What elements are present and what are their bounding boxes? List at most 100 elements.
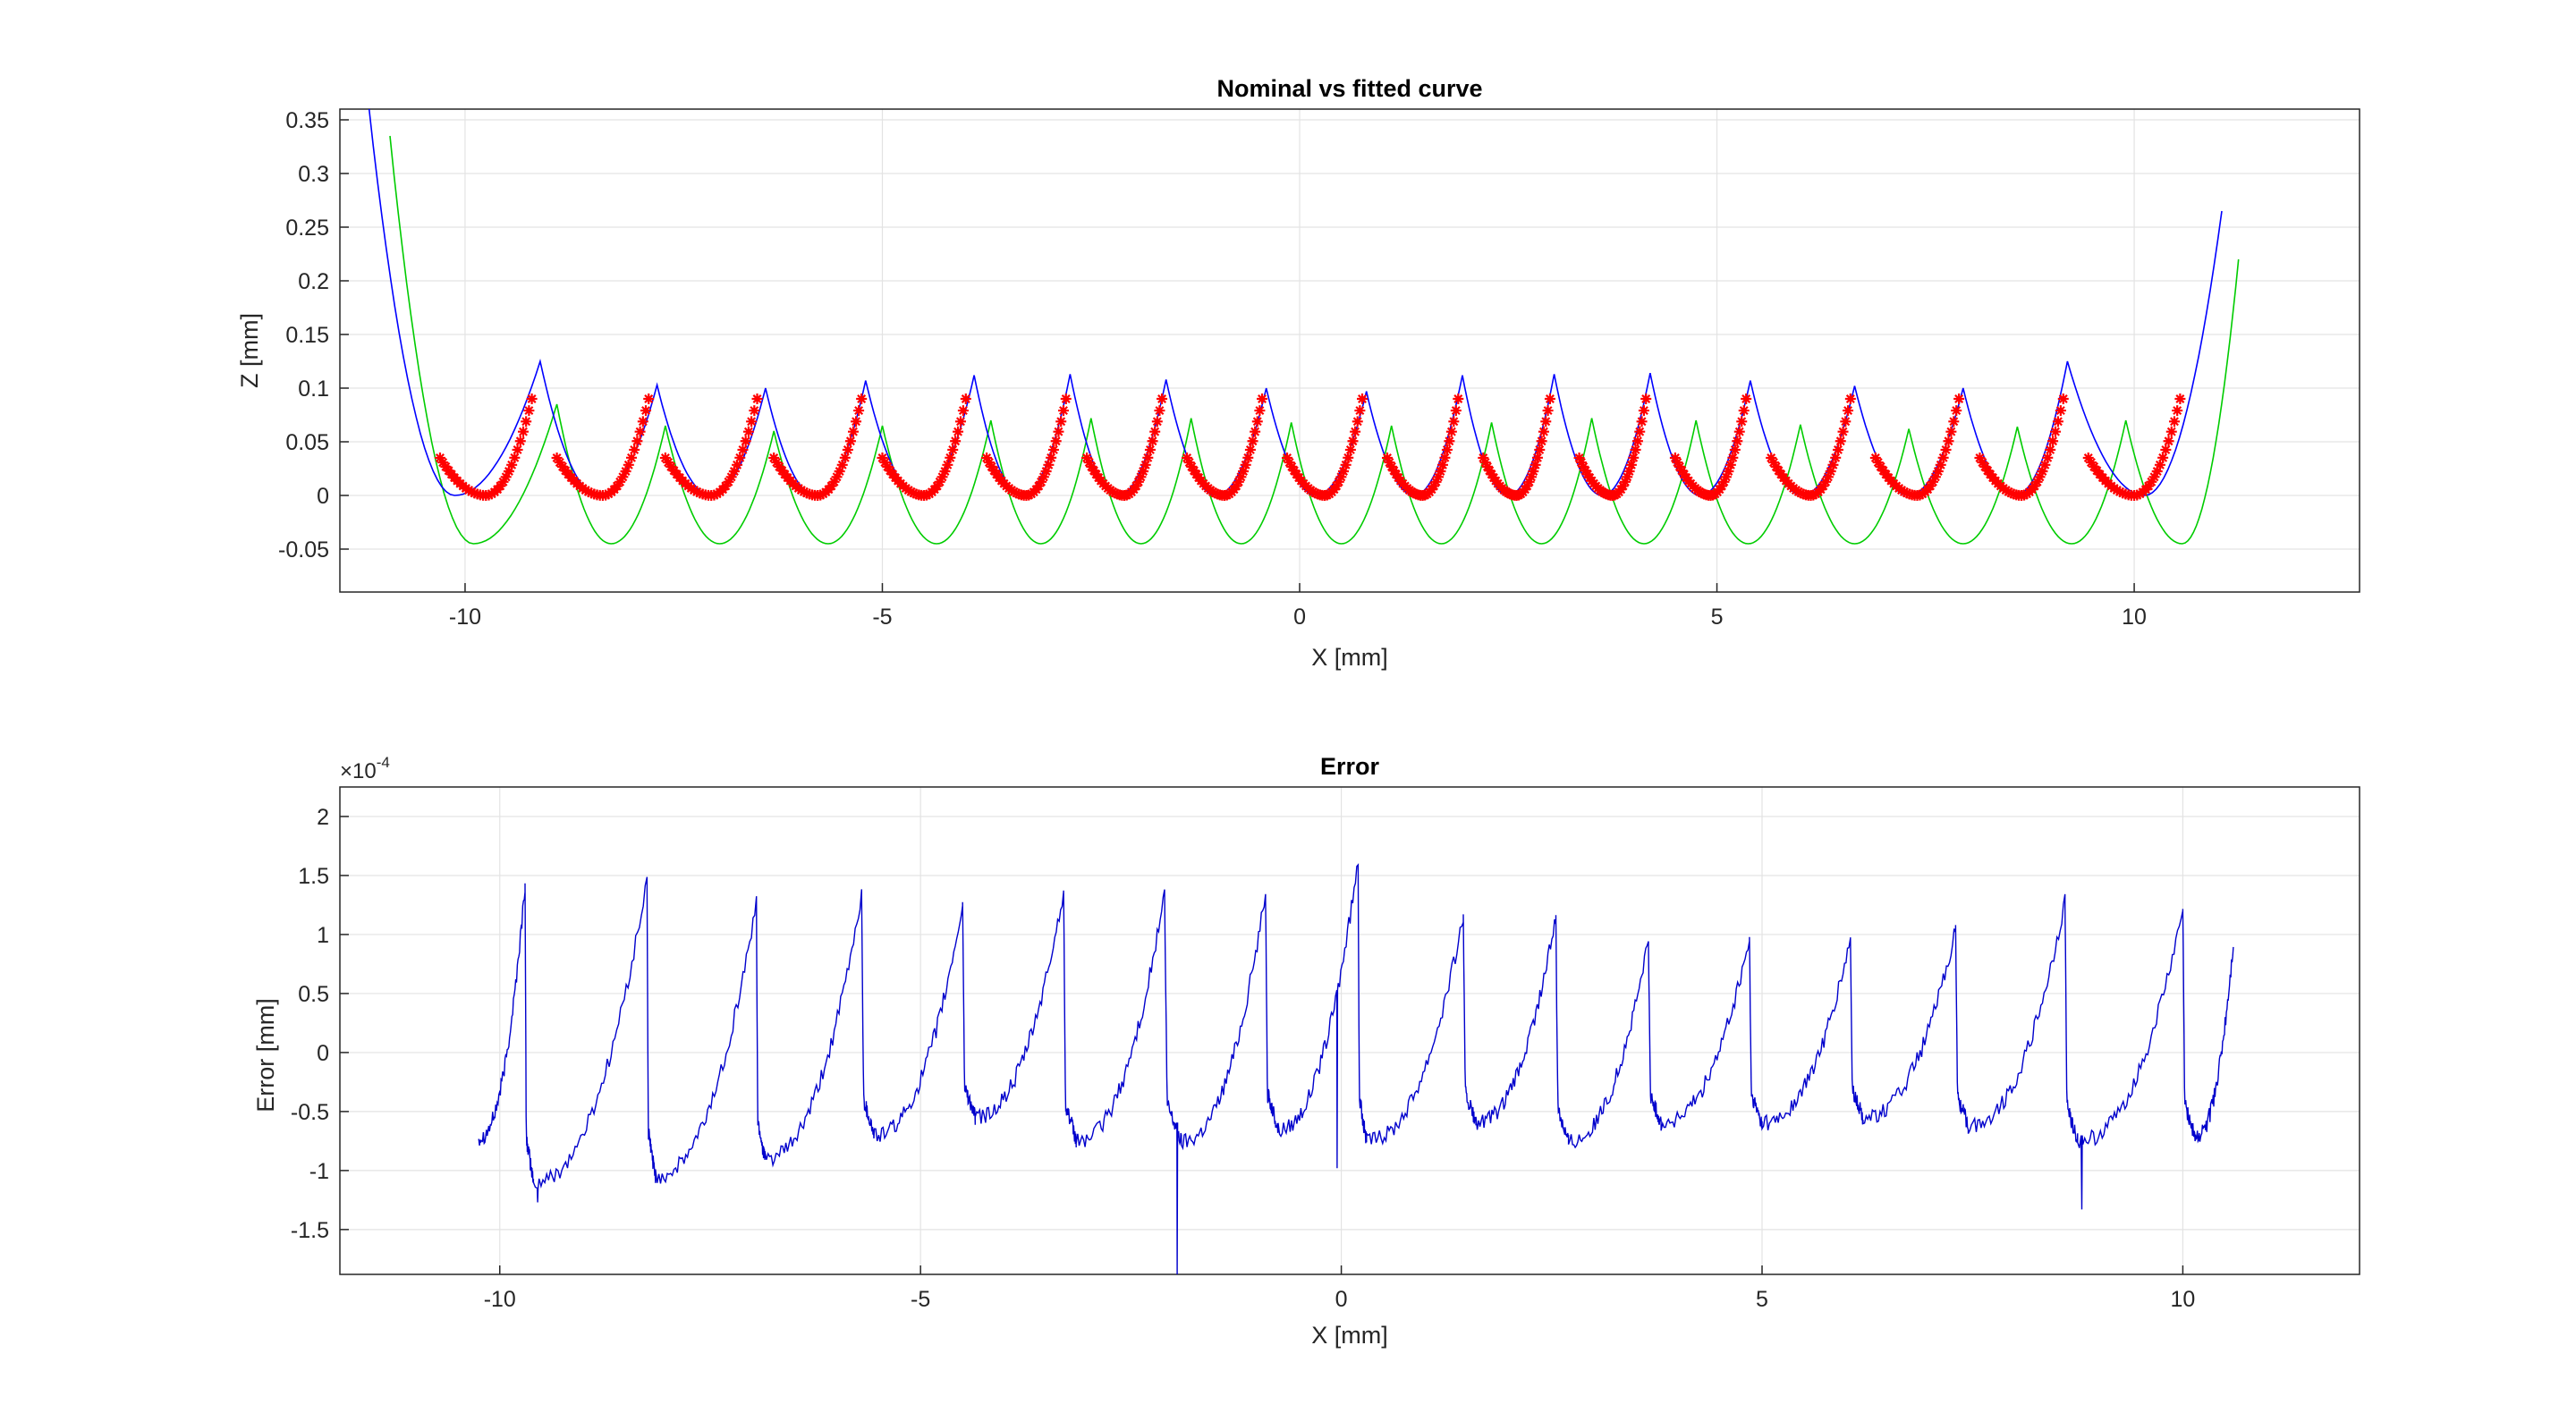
measured-point [1135, 471, 1147, 483]
measured-point [1432, 471, 1444, 483]
measured-point [1872, 457, 1884, 469]
measured-point-segment [1573, 393, 1652, 501]
measured-point [1727, 452, 1739, 463]
measured-point [1573, 453, 1585, 463]
measured-point [828, 476, 840, 487]
bottom-plot-area [478, 863, 2234, 1275]
measured-point [1937, 452, 1949, 463]
measured-point [1736, 416, 1748, 427]
measured-point [1060, 393, 1072, 404]
measured-point [957, 405, 969, 417]
measured-point [1251, 416, 1263, 427]
measured-point [1738, 405, 1750, 417]
measured-point [1628, 452, 1640, 463]
measured-point [1186, 461, 1198, 472]
measured-point [734, 452, 746, 463]
measured-point [1343, 452, 1354, 463]
measured-point [1674, 461, 1685, 472]
measured-point [1575, 457, 1587, 469]
bottom-y-tick-label: 1.5 [298, 864, 329, 889]
measured-point [815, 489, 826, 501]
measured-point [1636, 416, 1648, 427]
measured-point [2034, 471, 2046, 483]
measured-point [936, 471, 948, 483]
measured-point [2052, 416, 2063, 427]
measured-point-segment [1974, 393, 2069, 501]
measured-point [694, 487, 706, 499]
measured-point [1818, 480, 1829, 492]
measured-point [629, 444, 640, 455]
measured-point [1033, 480, 1045, 492]
top-y-tick-label: 0.05 [285, 430, 329, 455]
measured-point [942, 459, 953, 470]
measured-point [851, 416, 862, 427]
measured-point [1631, 436, 1643, 447]
top-y-tick-label: -0.05 [278, 537, 329, 563]
measured-point [1925, 480, 1936, 492]
measured-point [1530, 459, 1541, 470]
measured-point-segment [877, 393, 971, 501]
measured-point [514, 436, 526, 447]
measured-point [950, 436, 962, 447]
measured-point [1619, 476, 1631, 487]
measured-point [1536, 436, 1547, 447]
bottom-y-tick-label: 0 [317, 1041, 329, 1066]
measured-point [1481, 461, 1493, 472]
measured-point [2172, 405, 2183, 417]
measured-point [1357, 393, 1368, 404]
measured-point [1286, 461, 1298, 472]
bottom-y-tick-label: -1.5 [291, 1218, 329, 1243]
measured-point [1767, 457, 1779, 469]
measured-point [2114, 486, 2126, 497]
measured-point [2157, 452, 2169, 463]
measured-point [1340, 459, 1352, 470]
measured-point [1244, 444, 1256, 455]
measured-point [1672, 457, 1683, 469]
measured-point [908, 487, 919, 499]
bottom-y-tick-label: 0.5 [298, 982, 329, 1007]
measured-point [921, 489, 933, 501]
top-axes: -10 -5 0 5 10 -0.05 0 0.05 0.1 0.15 0.2 0.25 0.3 0.35… [236, 75, 2360, 671]
top-x-tick-label: -10 [449, 605, 481, 630]
top-y-tick-label: 0.2 [298, 269, 329, 294]
measured-point [1580, 465, 1591, 477]
measured-point [2154, 459, 2165, 470]
top-x-tick-label: 10 [2122, 605, 2147, 630]
measured-point [1046, 452, 1057, 463]
measured-point [1333, 476, 1344, 487]
measured-point [1435, 466, 1446, 477]
measured-point [1723, 466, 1734, 477]
measured-point [2117, 487, 2129, 499]
measured-point [1086, 461, 1097, 472]
measured-point-segment [1766, 393, 1856, 501]
bottom-axes: -10 -5 0 5 10 -1.5 -1 -0.5 0 0.5 1 1.5 2 Error X [mm… [252, 753, 2360, 1349]
measured-point [1050, 436, 1062, 447]
top-y-axis-label: Z [mm] [236, 313, 263, 388]
measured-point [831, 471, 843, 483]
top-y-tick-label: 0 [317, 484, 329, 509]
measured-point [1901, 487, 1912, 499]
measured-point [631, 436, 643, 447]
measured-point [1381, 453, 1393, 463]
measured-point [1832, 444, 1843, 455]
top-y-tick-label: 0.25 [285, 216, 329, 241]
measured-point [1235, 471, 1247, 483]
measured-point [1242, 452, 1254, 463]
measured-point [1436, 459, 1448, 470]
measured-point [1250, 426, 1261, 437]
measured-point [1254, 405, 1266, 417]
measured-point [1257, 393, 1268, 404]
measured-point [1335, 471, 1347, 483]
measured-point [1951, 405, 1962, 417]
measured-point-segment [434, 393, 538, 501]
measured-point [1630, 444, 1641, 455]
measured-point [983, 457, 995, 469]
measured-point [509, 452, 521, 463]
measured-point [2131, 489, 2143, 501]
measured-point [1384, 457, 1395, 469]
measured-point [2029, 480, 2040, 492]
measured-point-segment [1081, 393, 1168, 501]
bottom-x-tick-label: 0 [1335, 1287, 1348, 1312]
